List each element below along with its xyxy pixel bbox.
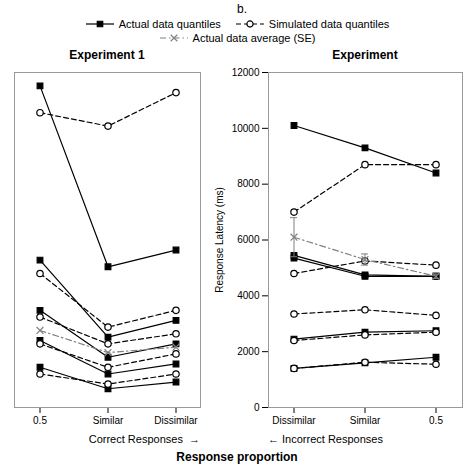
- svg-text:Similar: Similar: [93, 415, 124, 426]
- html-text:Actual data quantiles: Actual data quantiles: [118, 18, 221, 30]
- html-text:← Incorrect Responses: ← Incorrect Responses: [268, 433, 383, 445]
- html-text:Simulated data quantiles: Simulated data quantiles: [268, 18, 390, 30]
- svg-text:6000: 6000: [237, 234, 260, 245]
- svg-text:Response Latency (ms): Response Latency (ms): [214, 187, 225, 293]
- svg-text:0.5: 0.5: [429, 415, 443, 426]
- svg-text:0: 0: [254, 402, 260, 413]
- html-text:Correct Responses →: Correct Responses →: [88, 433, 200, 445]
- svg-text:Similar: Similar: [350, 415, 381, 426]
- svg-text:10000: 10000: [232, 123, 260, 134]
- html-text:Experiment 1: Experiment 1: [69, 48, 145, 62]
- html-text:Response proportion: Response proportion: [176, 450, 298, 464]
- svg-text:4000: 4000: [237, 290, 260, 301]
- svg-text:Dissimilar: Dissimilar: [154, 415, 198, 426]
- svg-text:0.5: 0.5: [33, 415, 47, 426]
- svg-text:12000: 12000: [232, 67, 260, 78]
- html-text:Actual data average (SE): Actual data average (SE): [192, 32, 316, 44]
- svg-text:8000: 8000: [237, 178, 260, 189]
- svg-text:Dissimilar: Dissimilar: [272, 415, 316, 426]
- html-text:Experiment: Experiment: [332, 48, 398, 62]
- svg-text:2000: 2000: [237, 346, 260, 357]
- html-text:b.: b.: [237, 2, 247, 16]
